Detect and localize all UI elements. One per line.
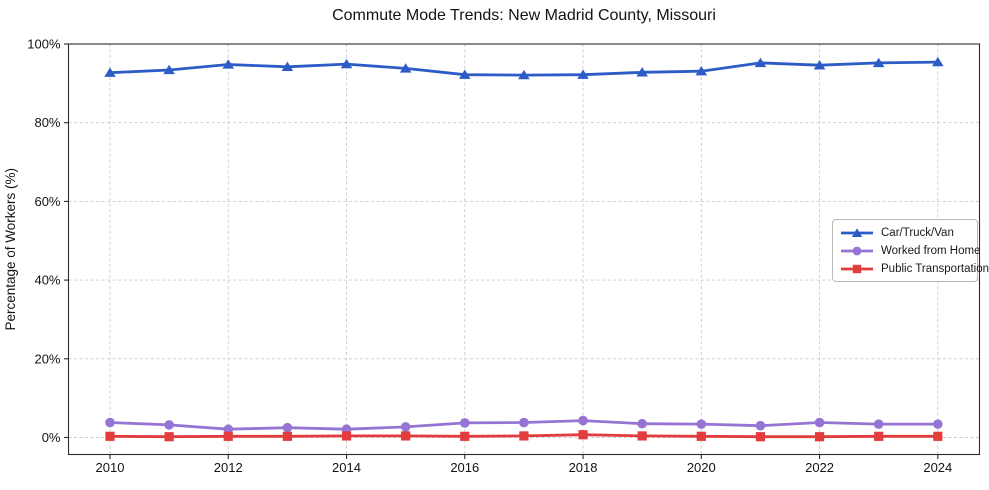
marker-car-truck-van: [636, 67, 648, 77]
marker-public-transportation: [755, 432, 766, 442]
legend-swatch-graphic: [841, 264, 873, 273]
marker-car-truck-van: [104, 67, 116, 77]
marker-worked-from-home: [933, 419, 943, 429]
legend-label-public-transportation: Public Transportation: [881, 262, 989, 275]
x-tick-label: 2012: [214, 460, 243, 475]
x-tick-label: 2016: [450, 460, 479, 475]
marker-worked-from-home: [282, 422, 293, 433]
marker-public-transportation: [223, 431, 233, 441]
marker-car-truck-van: [695, 65, 708, 76]
marker-car-truck-van: [340, 58, 353, 69]
marker-worked-from-home: [873, 419, 884, 429]
marker-worked-from-home: [400, 422, 411, 432]
square-marker-icon: [852, 264, 862, 273]
legend-item-worked-from-home: Worked from Home: [840, 243, 980, 258]
x-tick-label: 2024: [923, 460, 952, 475]
legend-item-public-transportation: Public Transportation: [840, 261, 989, 276]
y-tick-label: 80%: [34, 115, 60, 130]
legend-circle-marker-icon: [840, 245, 874, 257]
marker-public-transportation: [164, 432, 174, 442]
marker-worked-from-home: [696, 419, 707, 429]
marker-public-transportation: [637, 431, 647, 441]
plot-border: [67, 43, 981, 456]
marker-car-truck-van: [932, 56, 944, 67]
marker-worked-from-home: [223, 424, 234, 435]
marker-car-truck-van: [222, 59, 235, 69]
marker-public-transportation: [874, 431, 884, 441]
marker-public-transportation: [933, 431, 943, 441]
marker-car-truck-van: [577, 69, 589, 79]
marker-worked-from-home: [459, 418, 470, 428]
marker-public-transportation: [578, 430, 588, 440]
marker-worked-from-home: [814, 417, 825, 428]
x-tick-label: 2010: [96, 460, 125, 475]
marker-car-truck-van: [458, 69, 471, 79]
marker-public-transportation: [282, 431, 292, 441]
y-tick-label: 100%: [27, 37, 61, 52]
y-tick-label: 60%: [34, 194, 60, 209]
marker-public-transportation: [341, 431, 352, 441]
marker-worked-from-home: [755, 420, 766, 431]
legend: Car/Truck/Van Worked from Home Public Tr…: [832, 219, 989, 282]
y-tick-label: 20%: [34, 351, 60, 366]
legend-triangle-marker-icon: [840, 227, 874, 239]
marker-worked-from-home: [637, 418, 647, 429]
triangle-marker-icon: [851, 227, 863, 237]
y-tick-label: 40%: [34, 273, 60, 288]
marker-car-truck-van: [399, 63, 412, 73]
legend-label-car-truck-van: Car/Truck/Van: [881, 226, 954, 239]
y-axis-label: Percentage of Workers (%): [3, 168, 18, 331]
legend-label-worked-from-home: Worked from Home: [881, 244, 981, 257]
legend-square-marker-icon: [840, 263, 874, 275]
marker-public-transportation: [519, 431, 529, 441]
marker-public-transportation: [814, 432, 825, 442]
x-tick-label: 2020: [687, 460, 716, 475]
x-tick-label: 2022: [805, 460, 834, 475]
marker-public-transportation: [401, 431, 411, 441]
marker-public-transportation: [105, 431, 115, 441]
marker-public-transportation: [696, 431, 706, 441]
legend-swatch-graphic: [841, 246, 873, 255]
marker-public-transportation: [460, 431, 470, 441]
marker-car-truck-van: [872, 57, 885, 68]
legend-swatch-graphic: [841, 227, 873, 237]
chart-title: Commute Mode Trends: New Madrid County, …: [332, 7, 716, 24]
marker-car-truck-van: [754, 57, 767, 68]
marker-worked-from-home: [578, 415, 588, 426]
marker-car-truck-van: [518, 69, 530, 80]
circle-marker-icon: [852, 246, 862, 255]
marker-worked-from-home: [164, 420, 174, 430]
marker-worked-from-home: [519, 417, 529, 428]
marker-car-truck-van: [163, 64, 175, 75]
marker-worked-from-home: [105, 417, 115, 428]
x-tick-label: 2014: [332, 460, 361, 475]
x-tick-label: 2018: [569, 460, 598, 475]
y-tick-label: 0%: [42, 430, 61, 445]
legend-item-car-truck-van: Car/Truck/Van: [840, 225, 970, 240]
marker-car-truck-van: [813, 60, 826, 70]
marker-car-truck-van: [281, 61, 294, 72]
